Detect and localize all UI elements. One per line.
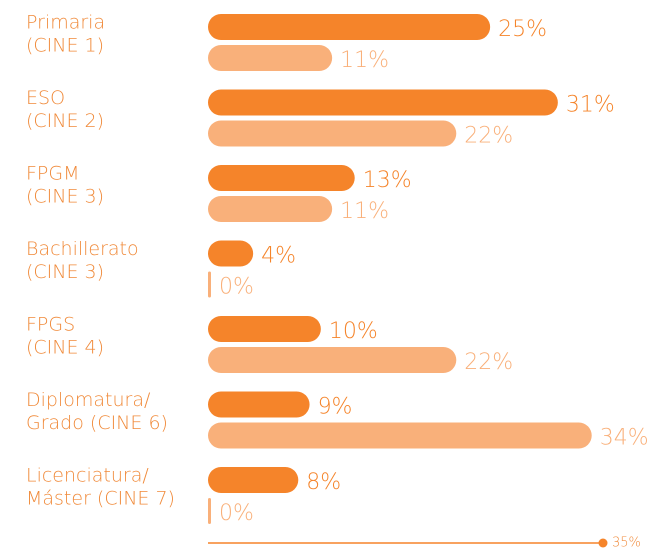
- category-label: (CINE 4): [26, 337, 104, 359]
- value-label: 10%: [329, 319, 378, 344]
- category-label: (CINE 1): [26, 35, 104, 57]
- value-label: 34%: [600, 426, 649, 451]
- bar: [208, 14, 491, 40]
- value-label: 11%: [340, 48, 389, 73]
- value-label: 22%: [464, 350, 513, 375]
- bar: [208, 498, 211, 524]
- bar: [208, 271, 211, 298]
- bar: [208, 240, 254, 267]
- category-label: (CINE 2): [26, 110, 104, 132]
- bar: [208, 120, 457, 147]
- category-label: Grado (CINE 6): [26, 412, 168, 434]
- value-label: 4%: [261, 244, 296, 269]
- category-label: Primaria: [26, 12, 105, 34]
- bar: [208, 422, 592, 449]
- bar: [208, 347, 457, 373]
- category-label: Diplomatura/: [26, 389, 151, 411]
- bar: [208, 89, 558, 116]
- bar: [208, 196, 333, 222]
- value-label: 8%: [306, 470, 341, 495]
- value-label: 0%: [219, 275, 254, 300]
- tick-dot: [598, 538, 608, 548]
- bar: [208, 391, 310, 418]
- bar: [208, 165, 355, 191]
- category-label: FPGS: [26, 314, 75, 336]
- category-label: Licenciatura/: [26, 465, 149, 487]
- x-tick-label: 35%: [612, 536, 641, 550]
- value-label: 25%: [498, 17, 547, 42]
- value-label: 13%: [363, 168, 412, 193]
- bar: [208, 45, 333, 71]
- category-label: Bachillerato: [26, 238, 139, 260]
- category-label: Máster (CINE 7): [26, 488, 175, 510]
- bar: [208, 467, 299, 493]
- category-label: (CINE 3): [26, 186, 104, 208]
- value-label: 31%: [566, 93, 615, 118]
- value-label: 22%: [464, 124, 513, 149]
- category-label: (CINE 3): [26, 261, 104, 283]
- bar: [208, 316, 321, 342]
- category-label: ESO: [26, 87, 65, 109]
- value-label: 9%: [318, 395, 353, 420]
- value-label: 0%: [219, 501, 254, 526]
- value-label: 11%: [340, 199, 389, 224]
- category-label: FPGM: [26, 163, 80, 185]
